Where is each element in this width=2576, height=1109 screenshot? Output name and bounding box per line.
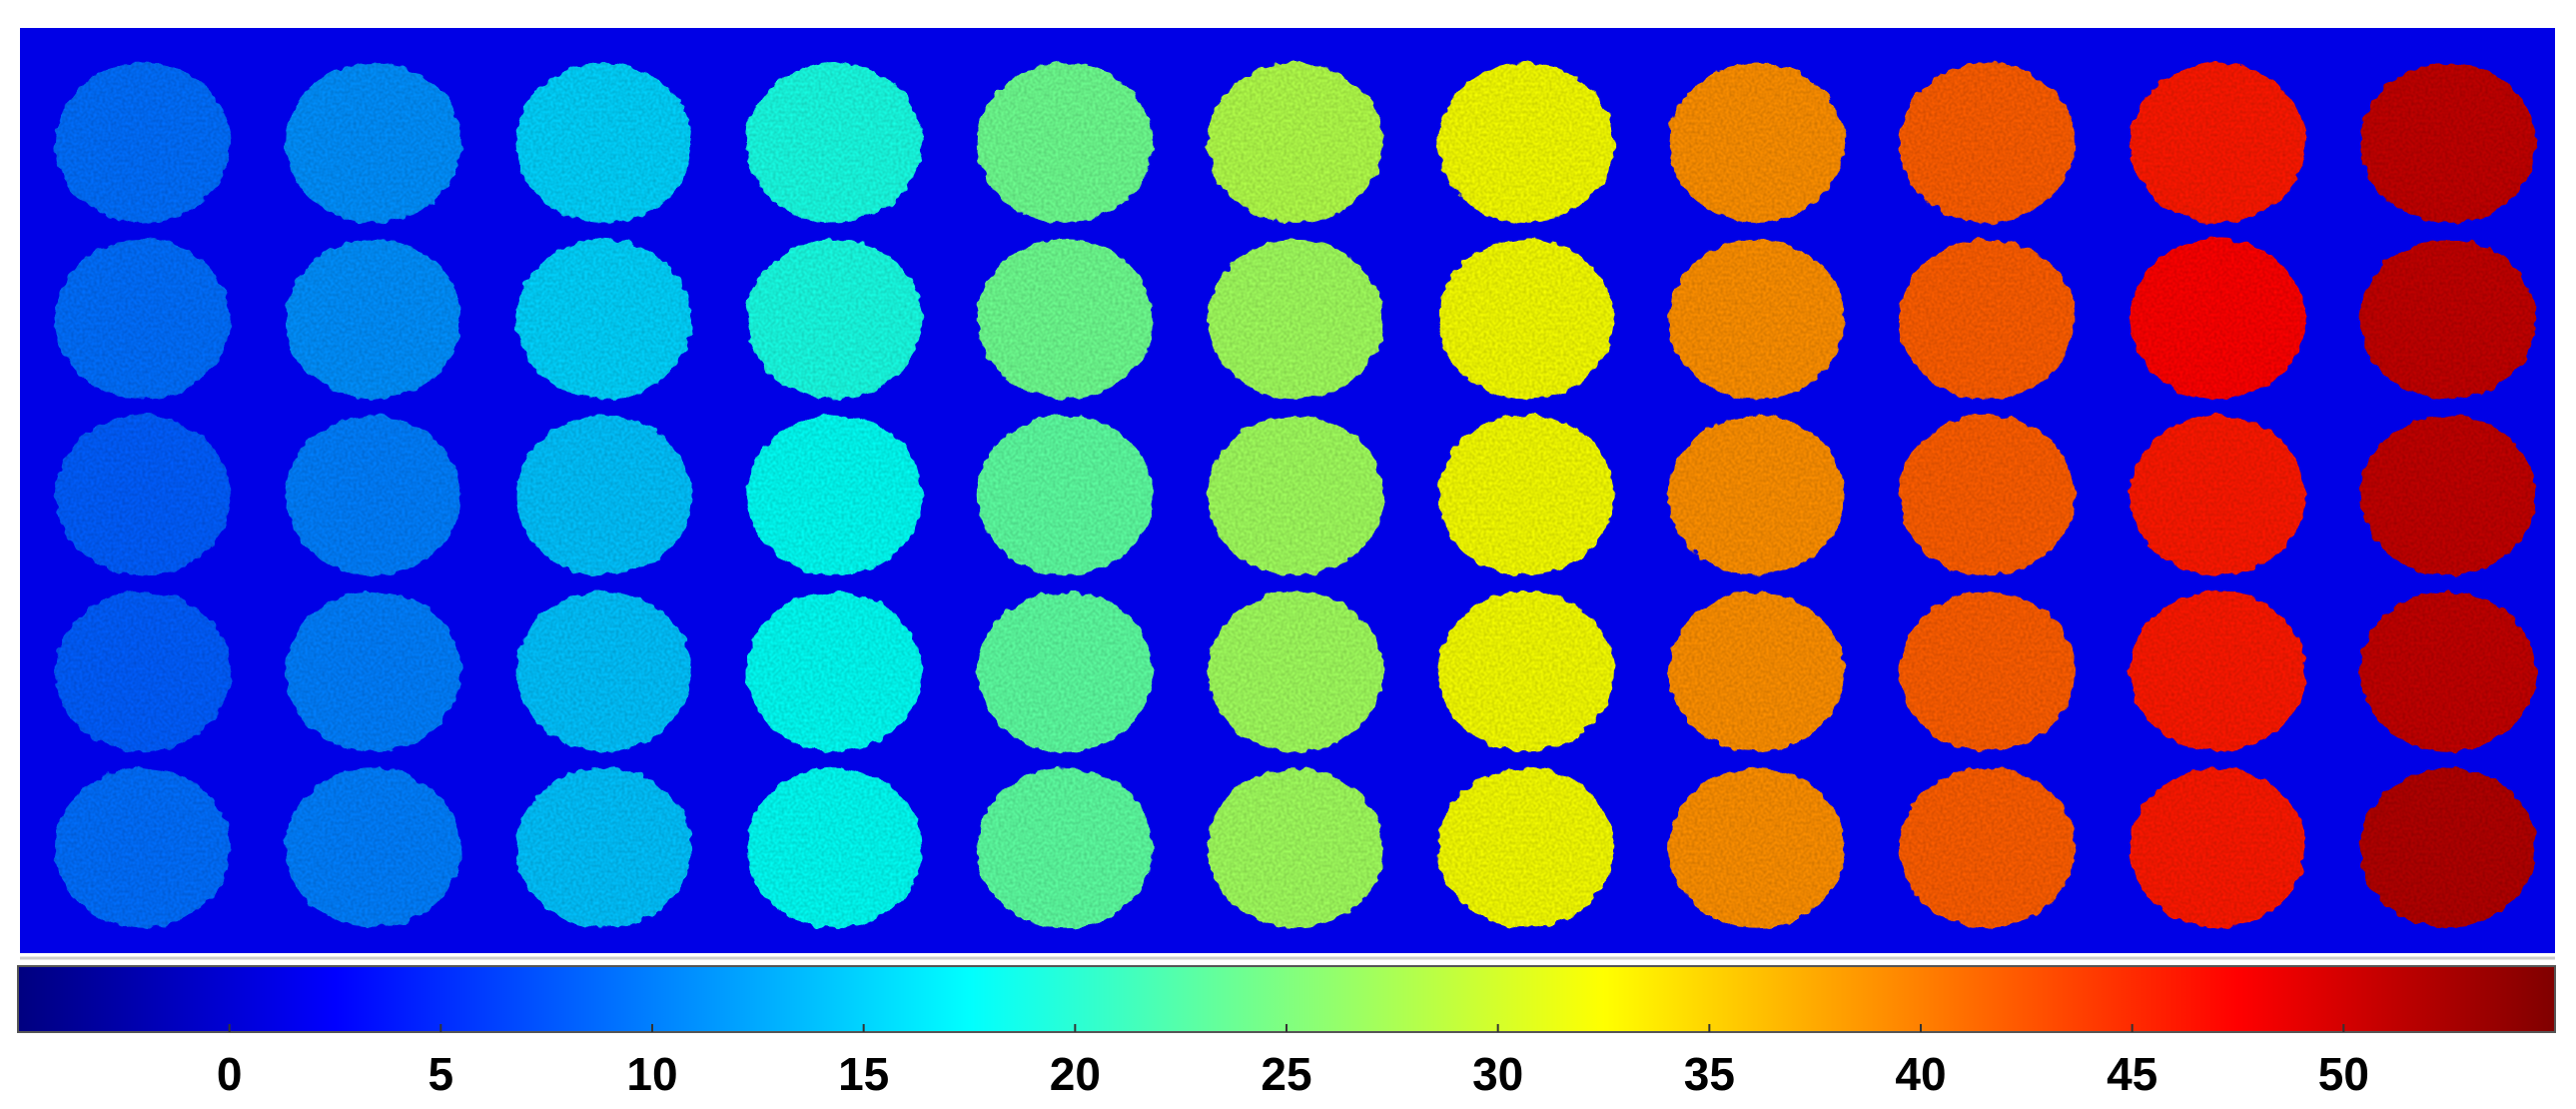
sample-disc <box>1437 767 1614 928</box>
sample-disc <box>55 415 231 575</box>
sample-disc <box>1208 591 1383 752</box>
colorbar-tick-label: 0 <box>217 1048 243 1100</box>
sample-disc <box>746 415 923 575</box>
sample-disc <box>1899 591 2076 752</box>
sample-disc <box>746 591 923 752</box>
sample-disc <box>2360 591 2536 752</box>
sample-disc <box>1437 63 1614 223</box>
sample-disc <box>2130 63 2306 223</box>
sample-disc <box>2130 767 2306 928</box>
sample-disc <box>746 239 923 400</box>
sample-disc <box>1899 63 2076 223</box>
colorbar-tick-label: 50 <box>2318 1048 2369 1100</box>
sample-disc <box>2360 63 2536 223</box>
sample-disc <box>2130 239 2306 400</box>
colorbar-tick-label: 30 <box>1472 1048 1523 1100</box>
sample-disc <box>55 767 231 928</box>
colorbar-tick-label: 15 <box>838 1048 889 1100</box>
sample-disc <box>977 767 1154 928</box>
sample-disc <box>55 63 231 223</box>
sample-disc <box>515 767 692 928</box>
colorbar-tick-label: 20 <box>1050 1048 1101 1100</box>
colorbar-tick-label: 35 <box>1684 1048 1735 1100</box>
sample-disc <box>1437 415 1614 575</box>
sample-disc <box>977 63 1154 223</box>
sample-disc <box>1208 63 1383 223</box>
sample-disc <box>55 239 231 400</box>
sample-disc <box>515 591 692 752</box>
sample-disc <box>1208 415 1383 575</box>
colorbar-tick-label: 5 <box>429 1048 454 1100</box>
sample-disc <box>1208 767 1383 928</box>
sample-disc <box>2130 591 2306 752</box>
sample-disc <box>1668 239 1845 400</box>
colorbar-tick-label: 10 <box>626 1048 677 1100</box>
sample-disc <box>515 239 692 400</box>
sample-disc <box>2360 239 2536 400</box>
sample-disc <box>1437 239 1614 400</box>
sample-disc <box>1668 591 1845 752</box>
sample-disc <box>2130 415 2306 575</box>
sample-disc <box>2360 767 2536 928</box>
sample-disc <box>285 767 461 928</box>
colorbar-tick-label: 45 <box>2107 1048 2157 1100</box>
colorbar-tick-label: 25 <box>1261 1048 1311 1100</box>
sample-disc <box>1668 767 1845 928</box>
sample-disc <box>746 767 923 928</box>
sample-disc <box>55 591 231 752</box>
sample-disc <box>977 239 1154 400</box>
sample-disc <box>1208 239 1383 400</box>
sample-disc <box>1668 63 1845 223</box>
sample-disc <box>285 239 461 400</box>
sample-disc <box>1437 591 1614 752</box>
sample-disc <box>515 63 692 223</box>
sample-disc <box>977 591 1154 752</box>
sample-disc <box>977 415 1154 575</box>
sample-disc <box>2360 415 2536 575</box>
sample-disc <box>1899 767 2076 928</box>
sample-disc <box>285 591 461 752</box>
sample-disc <box>285 415 461 575</box>
sample-disc <box>1899 415 2076 575</box>
sample-disc <box>515 415 692 575</box>
colorbar-tick-label: 40 <box>1895 1048 1946 1100</box>
colorbar <box>17 965 2556 1033</box>
sample-disc <box>285 63 461 223</box>
sample-disc <box>746 63 923 223</box>
sample-disc <box>1899 239 2076 400</box>
sample-disc <box>1668 415 1845 575</box>
